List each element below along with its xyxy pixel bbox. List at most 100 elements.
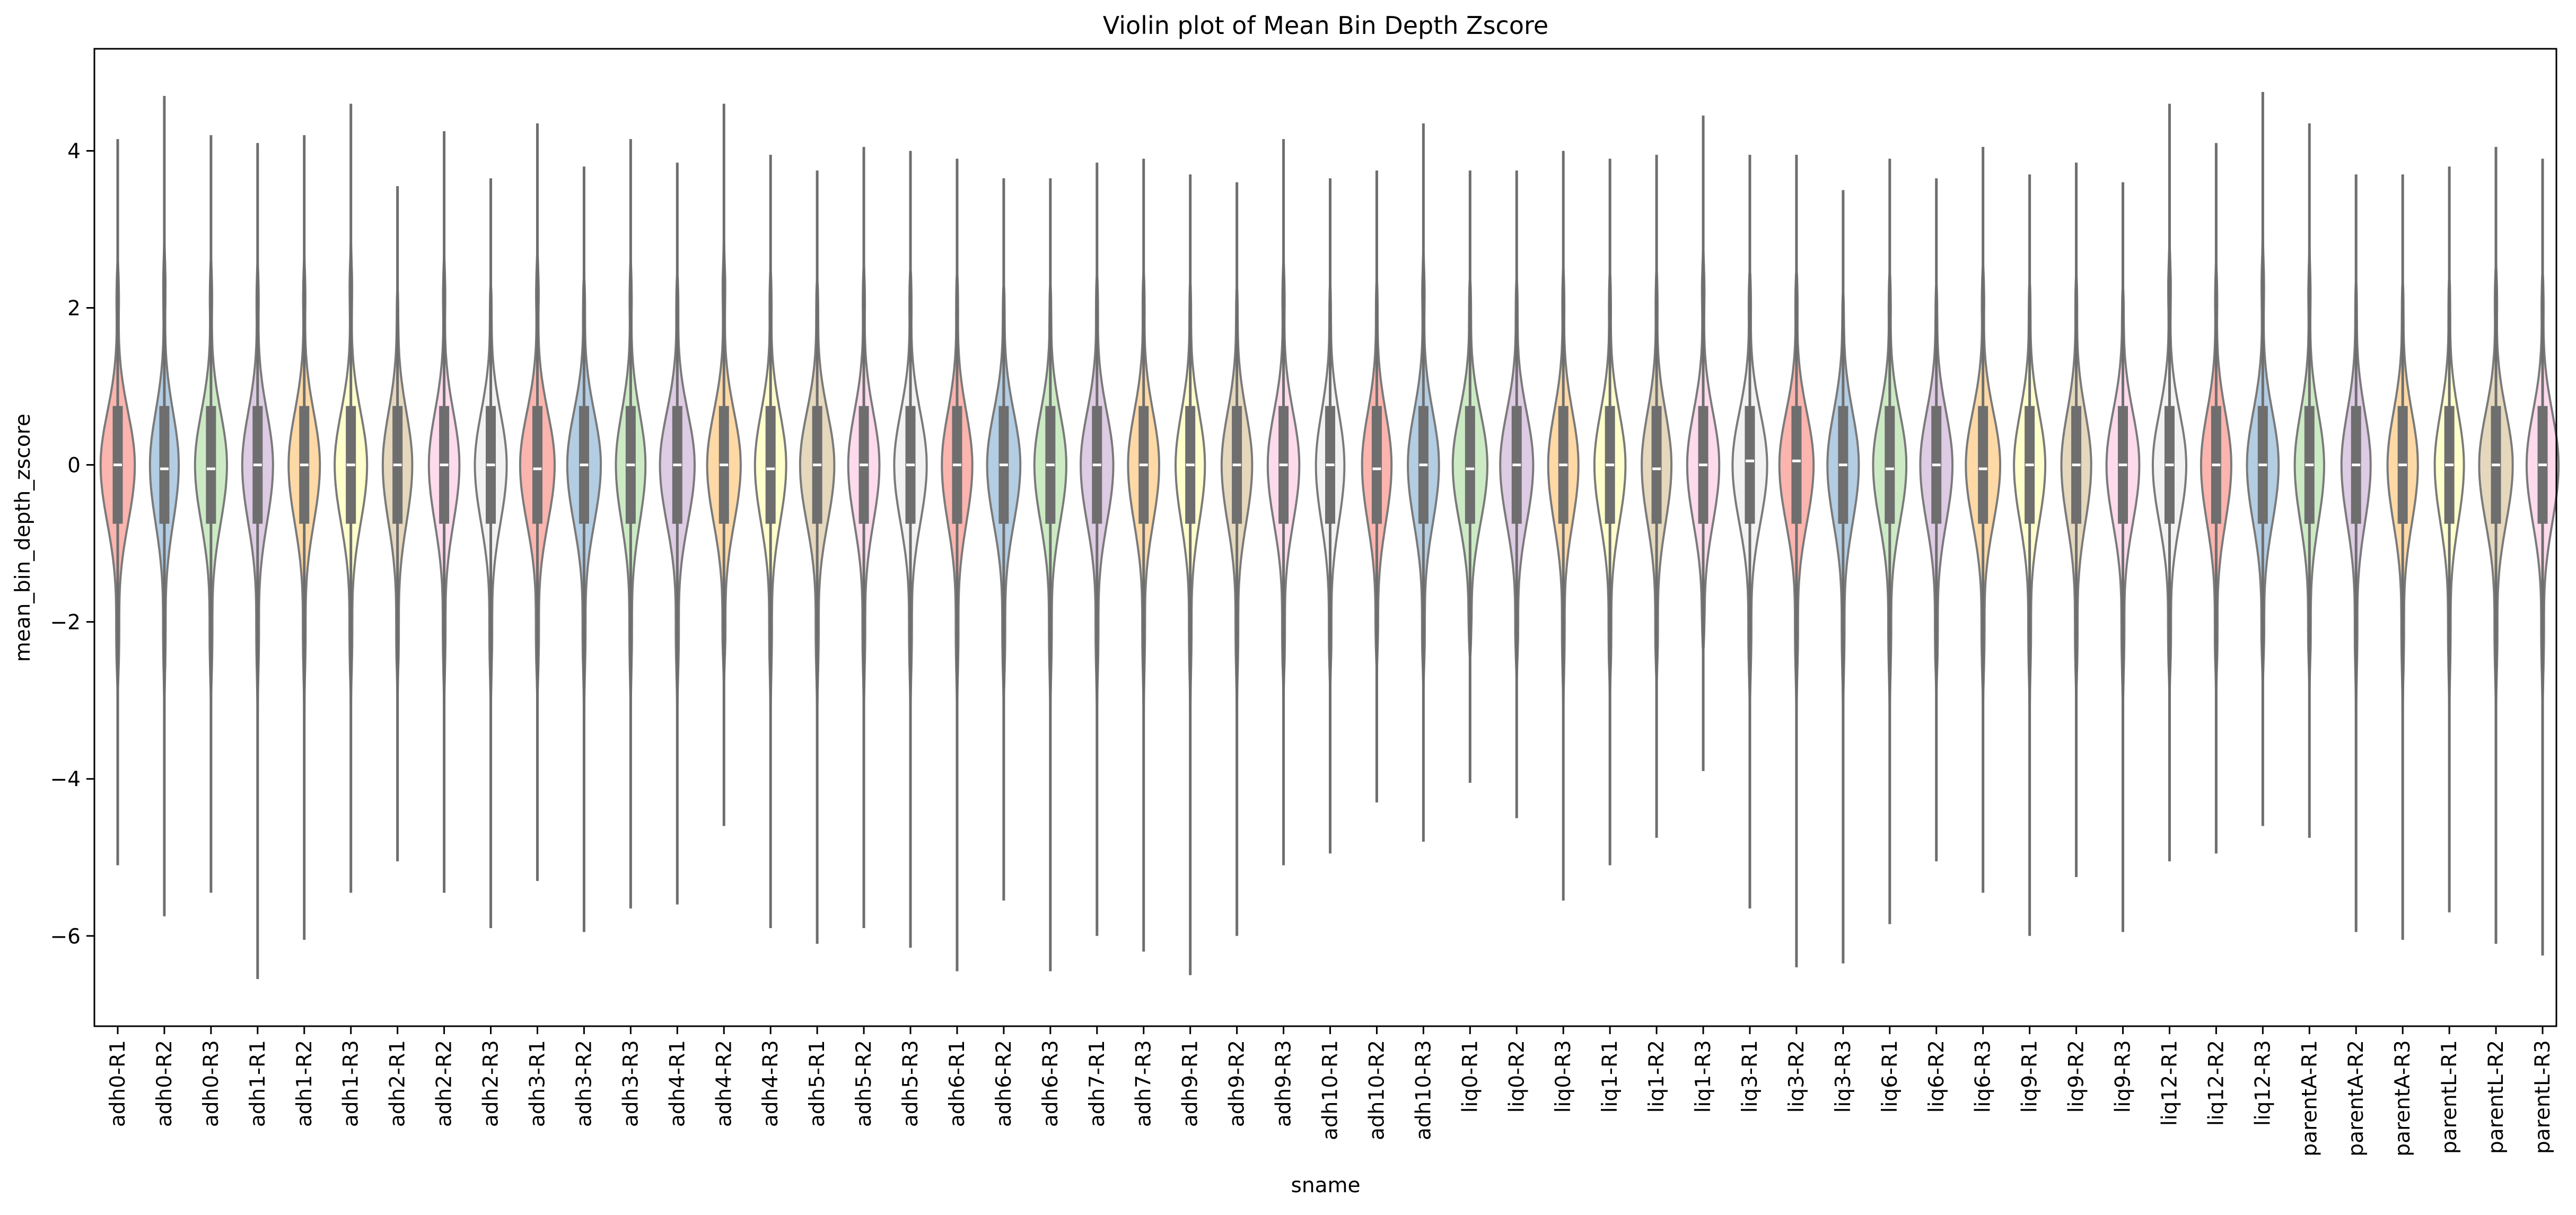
x-tick-label: adh5-R2 [852, 1040, 876, 1127]
y-axis: 4 2 0 −2 −4 −6 [50, 139, 94, 949]
x-tick-label: parentL-R1 [2438, 1040, 2461, 1154]
violin-iqr-box [1791, 406, 1802, 524]
x-axis: adh0-R1 adh0-R2 adh0-R3 adh1-R1 adh1-R2 adh1-… [106, 1026, 2555, 1157]
violin-liq6-R2 [1919, 178, 1954, 862]
x-tick-label: adh0-R2 [153, 1040, 177, 1127]
y-tick-label: −6 [50, 925, 81, 949]
x-tick-label: adh4-R2 [712, 1040, 736, 1127]
x-tick-label: adh9-R2 [1225, 1040, 1249, 1127]
x-tick-label: adh2-R3 [479, 1040, 503, 1127]
x-tick-label: parentL-R3 [2531, 1040, 2555, 1154]
x-tick-label: liq3-R1 [1738, 1040, 1762, 1113]
violin-iqr-box [1745, 406, 1755, 524]
violin-adh4-R2 [706, 103, 742, 826]
violin-liq6-R3 [1965, 147, 2001, 893]
x-tick-label: liq1-R2 [1645, 1040, 1669, 1113]
violins-layer [99, 92, 2560, 980]
y-tick-label: 0 [67, 454, 81, 478]
violin-adh1-R3 [334, 103, 369, 893]
violin-iqr-box [1465, 406, 1475, 524]
violin-adh1-R1 [241, 143, 274, 980]
x-tick-label: adh5-R1 [805, 1040, 829, 1127]
x-tick-label: parentA-R3 [2391, 1040, 2415, 1157]
violin-liq0-R1 [1451, 170, 1489, 783]
violin-liq3-R2 [1778, 154, 1815, 967]
x-tick-label: liq0-R3 [1552, 1040, 1575, 1113]
x-tick-label: adh0-R3 [199, 1040, 223, 1127]
x-tick-label: liq0-R1 [1458, 1040, 1482, 1113]
violin-iqr-box [765, 406, 776, 524]
violin-parentL-R1 [2433, 167, 2465, 913]
x-tick-label: adh4-R1 [665, 1040, 689, 1127]
x-tick-label: parentL-R2 [2484, 1040, 2508, 1154]
plot-frame [93, 48, 2557, 1027]
violin-liq12-R3 [2246, 92, 2280, 826]
x-tick-label: liq6-R2 [1925, 1040, 1949, 1113]
x-tick-label: adh10-R1 [1319, 1040, 1343, 1140]
x-tick-label: adh2-R1 [386, 1040, 410, 1127]
x-tick-label: parentA-R2 [2344, 1040, 2368, 1157]
x-tick-label: adh3-R2 [572, 1040, 596, 1127]
violin-liq1-R3 [1686, 115, 1721, 771]
y-tick-label: −4 [50, 768, 81, 792]
x-tick-label: liq6-R1 [1878, 1040, 1902, 1113]
x-tick-label: adh3-R3 [619, 1040, 643, 1127]
x-axis-label: sname [1291, 1174, 1361, 1197]
violin-adh2-R3 [474, 178, 508, 928]
violin-liq9-R3 [2105, 182, 2141, 932]
violin-iqr-box [1978, 406, 1988, 524]
violin-adh0-R3 [194, 135, 228, 893]
violin-liq1-R2 [1641, 154, 1673, 838]
violin-adh2-R2 [427, 131, 461, 893]
violin-iqr-box [1885, 406, 1895, 524]
violin-parentA-R2 [2340, 174, 2372, 932]
violin-liq12-R2 [2200, 143, 2232, 854]
x-tick-label: adh2-R2 [433, 1040, 457, 1127]
violin-iqr-box [159, 406, 170, 524]
x-tick-label: liq3-R3 [1832, 1040, 1855, 1113]
violin-adh4-R1 [659, 162, 696, 905]
violin-liq0-R3 [1547, 151, 1580, 901]
x-tick-label: liq1-R1 [1598, 1040, 1622, 1113]
x-tick-label: adh10-R2 [1365, 1040, 1389, 1140]
violin-adh3-R1 [519, 123, 556, 881]
violin-liq9-R2 [2060, 162, 2092, 877]
violin-iqr-box [1371, 406, 1382, 524]
x-tick-label: liq9-R1 [2018, 1040, 2042, 1113]
violin-adh0-R1 [99, 139, 136, 866]
violin-liq0-R2 [1499, 170, 1535, 818]
x-tick-label: adh5-R3 [899, 1040, 923, 1127]
violin-adh10-R3 [1407, 123, 1440, 842]
violin-adh2-R1 [381, 186, 414, 862]
x-tick-label: liq1-R3 [1692, 1040, 1715, 1113]
x-tick-label: adh10-R3 [1412, 1040, 1435, 1140]
violin-adh1-R2 [287, 135, 321, 940]
x-tick-label: liq12-R1 [2158, 1040, 2182, 1126]
violin-adh6-R3 [1033, 178, 1067, 972]
y-tick-label: 4 [67, 139, 81, 163]
violin-liq1-R1 [1593, 159, 1627, 866]
x-tick-label: adh7-R1 [1085, 1040, 1109, 1127]
violin-iqr-box [206, 406, 216, 524]
x-tick-label: adh0-R1 [106, 1040, 130, 1127]
violin-adh7-R3 [1127, 159, 1161, 952]
y-tick-label: 2 [67, 297, 81, 321]
x-tick-label: adh6-R1 [945, 1040, 969, 1127]
violin-adh4-R3 [753, 154, 787, 928]
violin-adh5-R2 [847, 147, 881, 928]
violin-liq9-R1 [2013, 174, 2047, 936]
x-tick-label: liq0-R2 [1505, 1040, 1529, 1113]
x-tick-label: adh3-R1 [526, 1040, 550, 1127]
violin-parentA-R3 [2386, 174, 2419, 940]
violin-parentA-R1 [2293, 123, 2326, 838]
violin-adh3-R3 [615, 139, 647, 908]
violin-adh0-R2 [148, 95, 180, 916]
violin-adh6-R2 [986, 178, 1022, 901]
x-tick-label: adh9-R3 [1272, 1040, 1296, 1127]
violin-liq3-R1 [1731, 154, 1768, 908]
violin-adh5-R3 [893, 151, 928, 948]
violin-adh10-R2 [1361, 170, 1393, 803]
x-tick-label: adh1-R3 [339, 1040, 363, 1127]
